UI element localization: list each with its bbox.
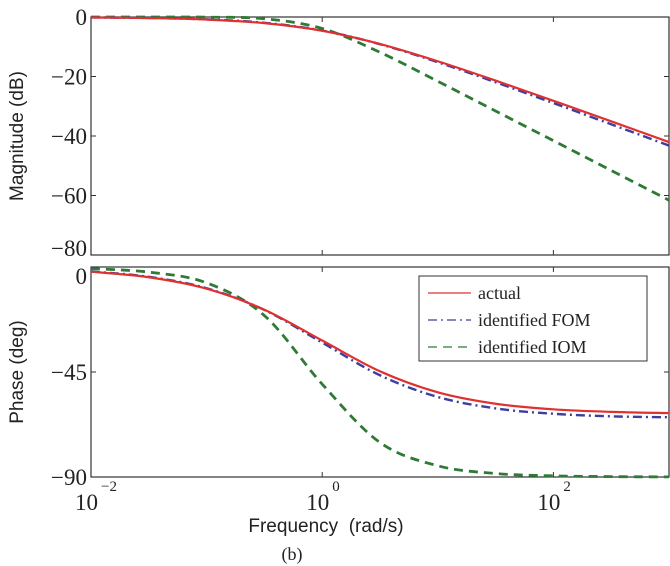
magnitude-ylabel: Magnitude (dB): [7, 71, 28, 201]
xlabel: Frequency (rad/s): [248, 516, 403, 537]
figure-caption: (b): [282, 544, 303, 565]
ytick-label: −20: [51, 65, 87, 90]
series-line-actual: [91, 16, 669, 144]
legend-box: [418, 275, 648, 362]
ytick-label: −80: [51, 236, 87, 261]
ytick-label: −45: [51, 360, 87, 385]
series-line-identified-iom: [91, 15, 669, 202]
ytick-label: 0: [76, 264, 88, 289]
series-line-actual: [91, 270, 669, 415]
ytick-label: −90: [51, 465, 87, 490]
xtick-exponent: 2: [563, 479, 571, 495]
legend-label: identified IOM: [478, 337, 586, 357]
ytick-label: −40: [51, 124, 87, 149]
series-line-identified-iom: [91, 267, 669, 479]
xtick-label: 10: [537, 490, 560, 515]
legend-label: identified FOM: [478, 310, 591, 330]
xtick-label: 10: [75, 490, 98, 515]
xtick-exponent: 0: [332, 479, 340, 495]
xtick-exponent: −2: [101, 479, 117, 495]
magnitude-axes: 0 −20 −40 −60 −80: [51, 5, 670, 261]
legend: actual identified FOM identified IOM: [418, 275, 648, 362]
xtick-label: 10: [306, 490, 329, 515]
phase-ylabel: Phase (deg): [7, 320, 28, 424]
plot-frame: [90, 16, 670, 256]
ytick-label: 0: [76, 5, 88, 30]
legend-label: actual: [478, 283, 521, 303]
ytick-label: −60: [51, 184, 87, 209]
